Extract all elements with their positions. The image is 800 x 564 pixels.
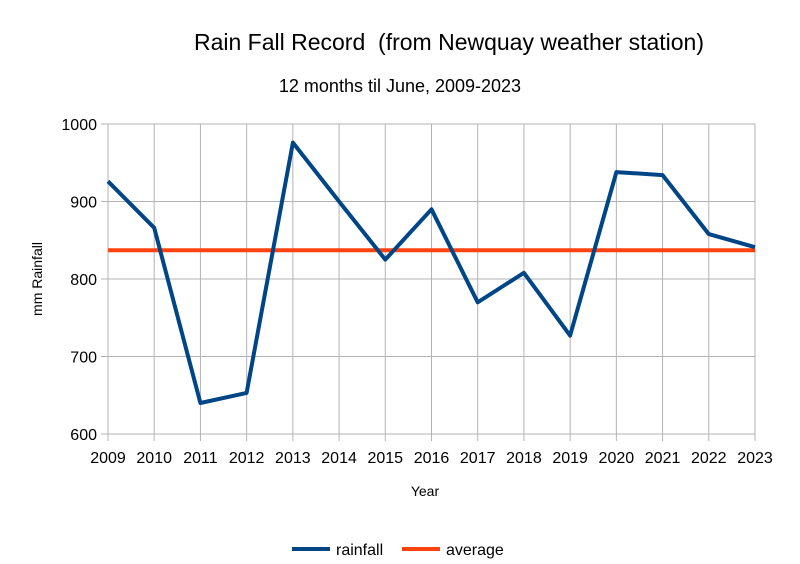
legend: rainfall average xyxy=(292,542,504,559)
y-tick-label: 1000 xyxy=(61,117,97,134)
x-tick-label: 2023 xyxy=(737,450,773,467)
x-tick-label: 2021 xyxy=(645,450,681,467)
x-tick-label: 2020 xyxy=(599,450,635,467)
x-tick-label: 2018 xyxy=(506,450,542,467)
y-tick-label: 900 xyxy=(70,195,97,212)
x-tick-label: 2022 xyxy=(691,450,727,467)
grid-lines xyxy=(107,123,756,435)
chart-title: Rain Fall Record (from Newquay weather s… xyxy=(194,29,704,55)
x-tick-label: 2019 xyxy=(552,450,588,467)
x-tick-label: 2015 xyxy=(367,450,403,467)
y-axis-ticks: 600 700 800 900 1000 xyxy=(61,117,108,444)
x-tick-label: 2010 xyxy=(136,450,172,467)
series-lines xyxy=(106,140,756,405)
y-tick-label: 700 xyxy=(70,350,97,367)
x-axis-label: Year xyxy=(411,483,440,499)
x-tick-label: 2009 xyxy=(90,450,126,467)
x-axis-ticks: 2009 2010 2011 2012 2013 2014 2015 2016 2017 2018… xyxy=(90,434,773,467)
y-tick-label: 800 xyxy=(70,272,97,289)
x-tick-label: 2011 xyxy=(183,450,218,467)
y-tick-label: 600 xyxy=(70,427,97,444)
series-line-rainfall xyxy=(106,140,756,405)
legend-label-rainfall: rainfall xyxy=(336,542,383,559)
chart-subtitle: 12 months til June, 2009-2023 xyxy=(279,76,521,96)
y-axis-label: mm Rainfall xyxy=(29,242,45,316)
x-tick-label: 2012 xyxy=(229,450,265,467)
x-tick-label: 2016 xyxy=(414,450,450,467)
x-tick-label: 2014 xyxy=(321,450,357,467)
x-tick-label: 2017 xyxy=(460,450,496,467)
legend-label-average: average xyxy=(446,542,504,559)
x-tick-label: 2013 xyxy=(275,450,311,467)
